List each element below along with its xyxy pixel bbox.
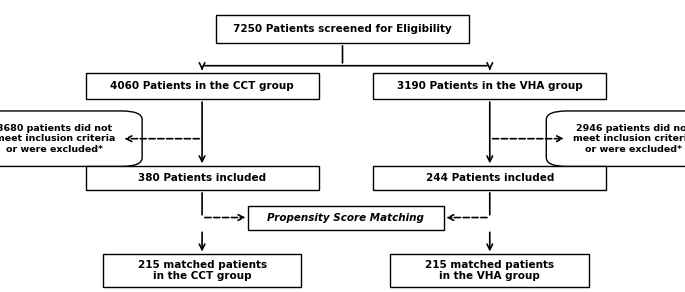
FancyBboxPatch shape bbox=[390, 254, 589, 287]
FancyBboxPatch shape bbox=[86, 166, 319, 190]
FancyBboxPatch shape bbox=[373, 166, 606, 190]
FancyBboxPatch shape bbox=[547, 111, 685, 166]
Text: 380 Patients included: 380 Patients included bbox=[138, 173, 266, 183]
FancyBboxPatch shape bbox=[373, 73, 606, 99]
FancyBboxPatch shape bbox=[216, 15, 469, 43]
Text: 2946 patients did not
meet inclusion criteria
or were excluded*: 2946 patients did not meet inclusion cri… bbox=[573, 124, 685, 154]
FancyBboxPatch shape bbox=[249, 206, 444, 230]
Text: 244 Patients included: 244 Patients included bbox=[425, 173, 554, 183]
Text: 7250 Patients screened for Eligibility: 7250 Patients screened for Eligibility bbox=[233, 24, 452, 34]
FancyBboxPatch shape bbox=[103, 254, 301, 287]
Text: 215 matched patients
in the CCT group: 215 matched patients in the CCT group bbox=[138, 260, 266, 281]
Text: 4060 Patients in the CCT group: 4060 Patients in the CCT group bbox=[110, 81, 294, 91]
FancyBboxPatch shape bbox=[0, 111, 142, 166]
Text: 215 matched patients
in the VHA group: 215 matched patients in the VHA group bbox=[425, 260, 554, 281]
Text: Propensity Score Matching: Propensity Score Matching bbox=[267, 213, 425, 223]
Text: 3680 patients did not
meet inclusion criteria
or were excluded*: 3680 patients did not meet inclusion cri… bbox=[0, 124, 115, 154]
Text: 3190 Patients in the VHA group: 3190 Patients in the VHA group bbox=[397, 81, 583, 91]
FancyBboxPatch shape bbox=[86, 73, 319, 99]
